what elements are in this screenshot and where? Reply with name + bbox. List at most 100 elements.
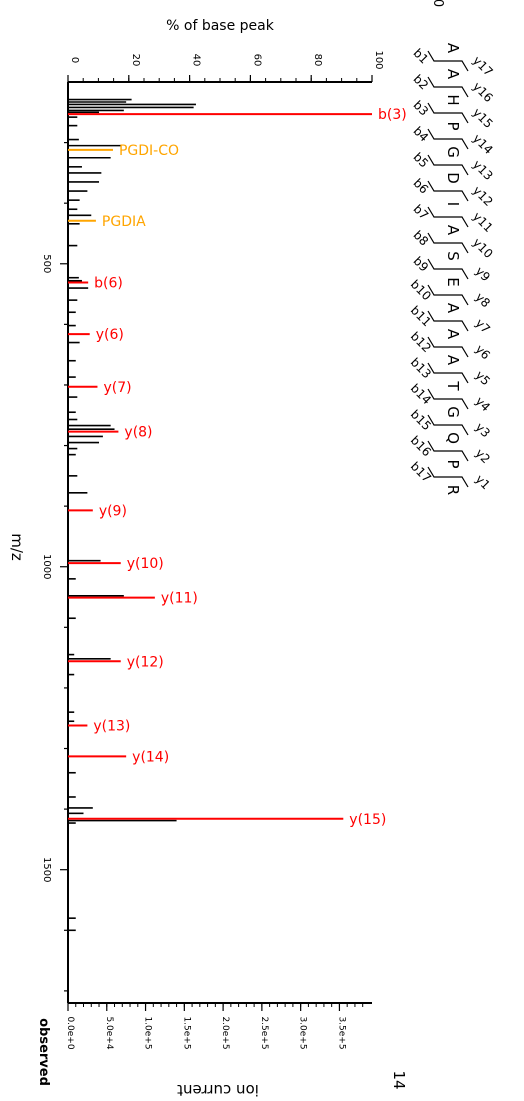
b-ion-label: b10 <box>408 277 434 303</box>
bottom-axis-title: ion current <box>177 1081 259 1099</box>
top-axis-title: % of base peak <box>166 18 275 34</box>
sequence-residue: A <box>444 69 462 80</box>
fragment-sequence-diagram: A A H P G D I A S E A A A T G Q P Rb1 y17 b2 y16 b3 y15 b4 y14 b5… <box>408 43 496 495</box>
top-tick-label: 20 <box>130 54 141 67</box>
b-ion-label: b16 <box>408 433 434 459</box>
bottom-tick-label: 3.0e+5 <box>298 1016 308 1049</box>
sequence-residue: T <box>444 380 462 391</box>
peak-label: y(13) <box>93 718 130 734</box>
y-ion-label: y17 <box>470 53 496 79</box>
cleavage-marker <box>427 76 469 98</box>
sequence-residue: I <box>444 202 462 206</box>
peak-label: b(6) <box>94 276 123 292</box>
b-ion-label: b6 <box>410 176 431 197</box>
y-ion-label: y9 <box>473 264 493 284</box>
top-tick-label: 80 <box>312 54 323 67</box>
peak-label: y(9) <box>99 503 127 519</box>
b-ion-label: b3 <box>410 98 431 119</box>
y-ion-label: y8 <box>473 290 493 310</box>
cleavage-marker <box>427 310 469 332</box>
bottom-tick-label: 2.0e+5 <box>220 1016 230 1049</box>
corner-bottom-label: 14 <box>390 1070 408 1089</box>
bottom-tick-label: 5.0e+4 <box>104 1016 114 1049</box>
y-ion-label: y16 <box>470 79 496 105</box>
cleavage-marker <box>427 50 469 72</box>
sequence-residue: G <box>444 406 462 418</box>
peak-label: y(14) <box>132 749 169 765</box>
b-ion-label: b1 <box>410 46 431 67</box>
mz-tick-label: 1000 <box>41 554 52 579</box>
top-tick-label: 40 <box>191 54 202 67</box>
peak-label: y(12) <box>127 654 164 670</box>
cleavage-marker <box>427 180 469 202</box>
cleavage-marker <box>427 258 469 280</box>
peak-label: y(10) <box>127 556 164 572</box>
observed-label: observed <box>36 1018 51 1086</box>
mz-axis-ticks: 500 1000 1500 <box>41 141 68 992</box>
cleavage-marker <box>427 414 469 436</box>
mz-axis-title: m/z <box>8 533 26 561</box>
peak-label: PGDI-CO <box>119 143 179 159</box>
b-ion-label: b11 <box>408 303 434 329</box>
bottom-tick-label: 1.0e+5 <box>143 1016 153 1049</box>
sequence-residue: A <box>444 303 462 314</box>
cleavage-marker <box>427 466 469 488</box>
peak-labels: b(3) PGDI-CO PGDIA b(6) y(6) y(7) y(8) y(9) y(10… <box>93 107 406 828</box>
peak-label: PGDIA <box>102 214 146 230</box>
top-tick-label: 0 <box>69 57 80 63</box>
y-ion-label: y7 <box>473 316 493 336</box>
peak-label: y(8) <box>124 425 152 441</box>
y-ion-label: y15 <box>470 105 496 131</box>
b-ion-label: b7 <box>410 202 431 223</box>
b-ion-label: b9 <box>410 254 431 275</box>
cleavage-marker <box>427 284 469 306</box>
sequence-residue: S <box>444 251 462 261</box>
top-tick-label: 60 <box>251 54 262 67</box>
bottom-tick-label: 3.5e+5 <box>336 1016 346 1049</box>
peak-label: y(6) <box>96 327 124 343</box>
cleavage-marker <box>427 440 469 462</box>
b-ion-label: b12 <box>408 329 434 355</box>
sequence-residue: P <box>444 459 462 468</box>
y-ion-label: y4 <box>473 394 493 414</box>
b-ion-label: b17 <box>408 459 434 485</box>
bottom-tick-label: 2.5e+5 <box>259 1016 269 1049</box>
y-ion-label: y1 <box>473 472 493 492</box>
bottom-tick-label: 1.5e+5 <box>181 1016 191 1049</box>
y-ion-label: y12 <box>470 183 496 209</box>
y-ion-label: y14 <box>470 131 496 157</box>
sequence-residue: R <box>444 485 462 495</box>
sequence-residue: E <box>444 277 462 286</box>
top-tick-label: 100 <box>373 50 384 69</box>
b-ion-label: b13 <box>408 355 434 381</box>
b-ion-label: b2 <box>410 72 431 93</box>
y-ion-label: y11 <box>470 209 496 235</box>
sequence-residue: G <box>444 146 462 158</box>
sequence-residue: A <box>444 355 462 366</box>
corner-top-label: 0 <box>430 0 445 7</box>
sequence-residue: Q <box>444 432 462 444</box>
cleavage-marker <box>427 388 469 410</box>
cleavage-marker <box>427 336 469 358</box>
peak-label: y(15) <box>349 812 386 828</box>
bottom-tick-label: 0.0e+0 <box>65 1016 75 1049</box>
mz-tick-label: 1500 <box>41 857 52 882</box>
y-ion-label: y5 <box>473 368 493 388</box>
bottom-axis-ticks: 0.0e+0 5.0e+4 1.0e+5 1.5e+5 2.0e+5 2.5e+5 3.0e… <box>65 1003 364 1050</box>
y-ion-label: y13 <box>470 157 496 183</box>
b-ion-label: b4 <box>410 124 431 145</box>
sequence-residue: H <box>444 94 462 105</box>
sequence-residue: D <box>444 172 462 184</box>
cleavage-marker <box>427 232 469 254</box>
sequence-residue: P <box>444 121 462 130</box>
y-ion-label: y10 <box>470 235 496 261</box>
b-ion-label: b15 <box>408 407 434 433</box>
mz-tick-label: 500 <box>41 254 52 273</box>
peak-label: y(7) <box>103 380 131 396</box>
y-ion-label: y6 <box>473 342 493 362</box>
peak-label: b(3) <box>378 107 407 123</box>
peak-label: y(11) <box>161 591 198 607</box>
cleavage-marker <box>427 362 469 384</box>
b-ion-label: b8 <box>410 228 431 249</box>
sequence-residue: A <box>444 329 462 340</box>
